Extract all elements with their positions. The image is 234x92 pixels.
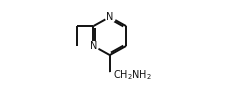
Text: CH$_2$NH$_2$: CH$_2$NH$_2$ bbox=[113, 68, 152, 82]
Text: N: N bbox=[106, 12, 113, 22]
Text: N: N bbox=[90, 41, 97, 51]
